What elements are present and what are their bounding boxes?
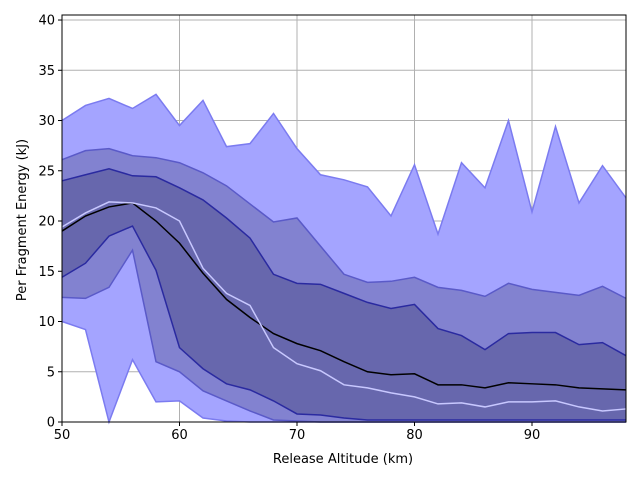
band-areas [61,93,627,425]
band-inner [62,168,626,420]
y-tick-label: 10 [38,315,55,330]
x-tick-label: 60 [171,428,188,443]
series-line-1 [61,201,627,412]
y-tick-label: 35 [38,64,55,79]
y-axis-label: Per Fragment Energy (kJ) [15,139,30,301]
x-tick-label: 80 [406,428,423,443]
y-tick-label: 40 [38,14,55,29]
band-outer-upper-edge [61,93,627,237]
y-tick-label: 20 [38,215,55,230]
plot-frame [61,14,627,423]
x-tick-label: 90 [524,428,541,443]
series-lines [61,201,627,412]
x-tick-label: 50 [54,428,71,443]
series-line-0 [61,202,627,391]
y-tick-label: 5 [47,365,55,380]
band-middle-upper-edge [61,147,627,300]
y-tick-label: 0 [47,416,55,431]
x-tick-label: 70 [289,428,306,443]
band-inner-lower-edge [61,225,626,421]
x-axis-label: Release Altitude (km) [273,452,413,467]
y-tick-label: 25 [38,164,55,179]
y-tick-label: 30 [38,114,55,129]
axis-ticks: 50 60 70 80 90 0 5 10 15 20 25 30 35 40 [38,14,540,443]
band-inner-upper-edge [61,167,627,357]
y-tick-label: 15 [38,265,55,280]
